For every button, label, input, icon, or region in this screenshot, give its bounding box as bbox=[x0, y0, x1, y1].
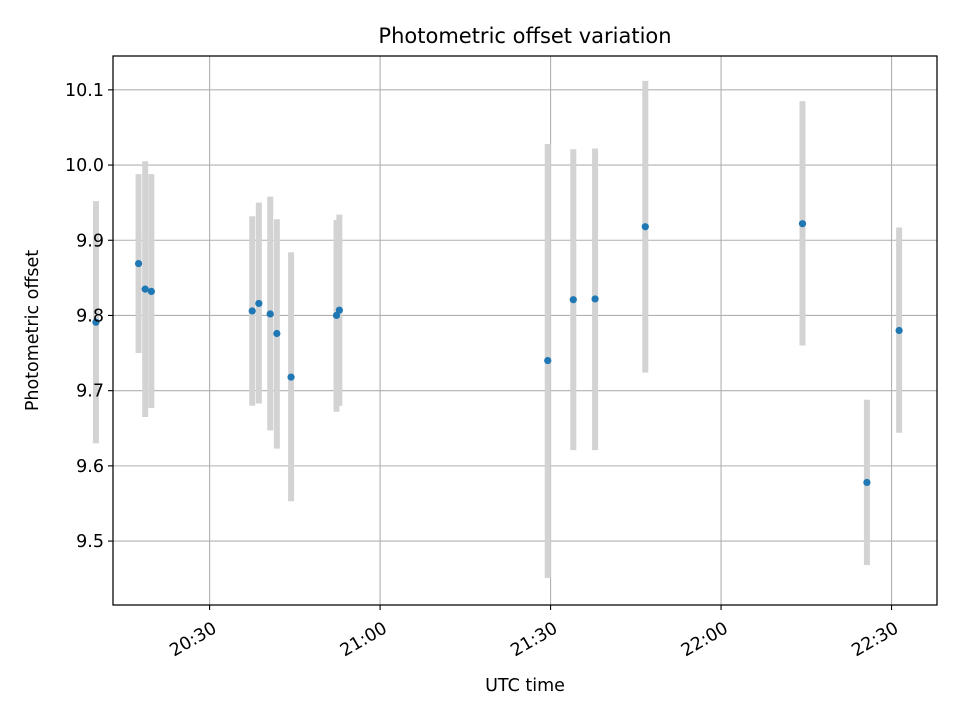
y-tick-layer: 9.5 9.6 9.7 9.8 9.9 10.0 10.1 bbox=[65, 81, 113, 552]
data-point bbox=[591, 295, 599, 303]
y-tick-label: 9.6 bbox=[76, 457, 104, 477]
data-point bbox=[798, 220, 807, 228]
y-tick-label: 10.1 bbox=[65, 81, 104, 101]
data-point bbox=[273, 329, 281, 338]
y-tick-label: 9.5 bbox=[76, 532, 104, 552]
data-point bbox=[141, 285, 149, 293]
data-point bbox=[863, 478, 871, 487]
y-tick-label: 9.9 bbox=[76, 231, 104, 251]
data-point bbox=[544, 356, 552, 365]
chart-title: Photometric offset variation bbox=[378, 24, 671, 48]
plot-frame bbox=[112, 55, 938, 606]
data-point bbox=[895, 326, 903, 335]
x-axis-title: UTC time bbox=[485, 676, 565, 696]
data-point bbox=[255, 299, 263, 308]
data-point bbox=[335, 306, 343, 314]
data-point bbox=[569, 296, 577, 304]
data-point bbox=[147, 287, 155, 295]
point-layer bbox=[92, 220, 903, 487]
y-tick-label: 10.0 bbox=[65, 156, 104, 176]
y-axis-title: Photometric offset bbox=[23, 250, 43, 411]
data-point bbox=[332, 311, 341, 320]
data-point bbox=[134, 259, 143, 268]
data-point bbox=[287, 373, 295, 381]
data-point bbox=[248, 307, 256, 315]
data-point bbox=[641, 223, 649, 231]
data-point bbox=[266, 310, 274, 318]
y-tick-label: 9.8 bbox=[76, 306, 104, 326]
data-point bbox=[92, 318, 100, 326]
y-tick-label: 9.7 bbox=[76, 382, 104, 402]
